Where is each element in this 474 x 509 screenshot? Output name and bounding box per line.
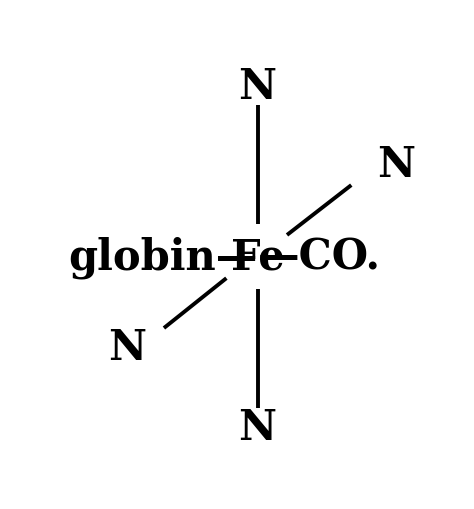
Text: —CO.: —CO.	[258, 236, 381, 278]
Text: N: N	[377, 144, 415, 186]
Text: N: N	[238, 66, 277, 107]
Text: N: N	[108, 326, 146, 368]
Text: N: N	[238, 407, 277, 448]
Text: Fe: Fe	[231, 236, 284, 278]
Text: globin—: globin—	[68, 236, 258, 278]
